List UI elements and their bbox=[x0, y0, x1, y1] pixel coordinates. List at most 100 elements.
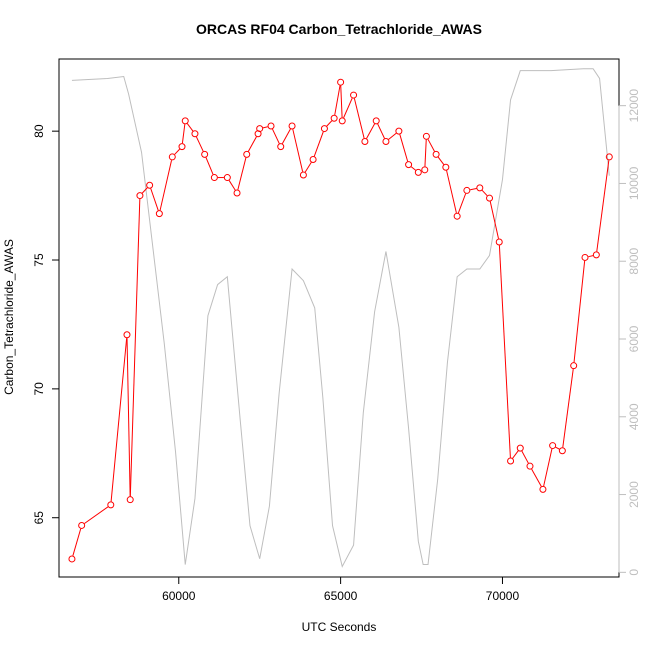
primary-series-segment bbox=[543, 448, 553, 487]
data-point bbox=[605, 153, 613, 161]
primary-series-segment bbox=[424, 139, 427, 167]
primary-series-segment bbox=[446, 170, 457, 214]
data-point bbox=[453, 212, 461, 220]
data-point bbox=[256, 125, 264, 133]
primary-series bbox=[68, 78, 613, 563]
primary-series-segment bbox=[388, 132, 397, 140]
primary-series-segment bbox=[399, 134, 409, 162]
y2-tick-label: 4000 bbox=[627, 403, 641, 430]
primary-series-segment bbox=[521, 450, 529, 464]
primary-series-segment bbox=[281, 128, 291, 144]
primary-series-segment bbox=[237, 157, 247, 190]
data-point bbox=[382, 137, 390, 145]
data-point bbox=[191, 130, 199, 138]
data-point bbox=[495, 238, 503, 246]
data-point bbox=[570, 362, 578, 370]
data-point bbox=[337, 78, 345, 86]
primary-series-segment bbox=[292, 129, 304, 172]
primary-series-segment bbox=[110, 338, 128, 502]
primary-series-segment bbox=[304, 162, 312, 173]
data-point bbox=[372, 117, 380, 125]
data-point bbox=[320, 125, 328, 133]
x-axis: 60000 65000 70000 bbox=[162, 576, 520, 603]
x-tick-label: 70000 bbox=[486, 589, 520, 603]
primary-series-segment bbox=[457, 193, 467, 214]
data-point bbox=[581, 253, 589, 261]
primary-series-segment bbox=[498, 245, 511, 458]
y2-tick-label: 6000 bbox=[627, 325, 641, 352]
data-point bbox=[78, 521, 86, 529]
primary-series-segment bbox=[512, 450, 519, 459]
data-point bbox=[350, 91, 358, 99]
x-axis-label: UTC Seconds bbox=[302, 620, 377, 634]
data-point bbox=[330, 114, 338, 122]
data-point bbox=[309, 156, 317, 164]
data-point bbox=[549, 442, 557, 450]
data-point bbox=[516, 444, 524, 452]
primary-series-segment bbox=[470, 188, 477, 191]
data-point bbox=[201, 150, 209, 158]
primary-series-segment bbox=[343, 97, 353, 118]
data-point bbox=[476, 184, 484, 192]
primary-series-segment bbox=[481, 189, 488, 197]
data-point bbox=[526, 462, 534, 470]
secondary-series-line bbox=[71, 68, 610, 568]
y-tick-label: 80 bbox=[32, 124, 46, 138]
primary-series-segment bbox=[377, 123, 385, 139]
primary-series-segment bbox=[150, 188, 159, 211]
primary-series-segment bbox=[588, 255, 594, 258]
primary-series-segment bbox=[427, 139, 435, 152]
primary-series-segment bbox=[181, 124, 186, 144]
y2-tick-label: 8000 bbox=[627, 248, 641, 275]
data-point bbox=[126, 496, 134, 504]
y-axis-label: Carbon_Tetrachloride_AWAS bbox=[2, 239, 16, 395]
primary-series-segment bbox=[437, 156, 445, 165]
primary-series-segment bbox=[366, 123, 376, 139]
data-point bbox=[463, 186, 471, 194]
data-point bbox=[539, 485, 547, 493]
primary-series-segment bbox=[141, 187, 148, 194]
primary-series-segment bbox=[159, 160, 173, 211]
data-point bbox=[422, 132, 430, 140]
data-point bbox=[299, 171, 307, 179]
primary-series-segment bbox=[555, 446, 560, 450]
primary-series-segment bbox=[340, 85, 343, 118]
data-point bbox=[421, 166, 429, 174]
data-point bbox=[592, 251, 600, 259]
data-point bbox=[405, 161, 413, 169]
primary-series-segment bbox=[174, 148, 181, 155]
primary-series-segment bbox=[596, 160, 610, 252]
y2-tick-label: 12000 bbox=[627, 89, 641, 123]
y2-tick-label: 2000 bbox=[627, 481, 641, 508]
data-point bbox=[178, 143, 186, 151]
data-point bbox=[414, 168, 422, 176]
data-point bbox=[277, 143, 285, 151]
primary-series-segment bbox=[410, 166, 416, 171]
primary-series-segment bbox=[126, 338, 131, 497]
data-point bbox=[442, 163, 450, 171]
data-point bbox=[395, 127, 403, 135]
data-point bbox=[243, 150, 251, 158]
primary-series-segment bbox=[489, 201, 499, 239]
data-point bbox=[223, 174, 231, 182]
primary-series-segment bbox=[205, 157, 214, 175]
primary-series-segment bbox=[186, 123, 194, 132]
data-point bbox=[361, 137, 369, 145]
primary-series-segment bbox=[262, 126, 268, 129]
primary-series-segment bbox=[195, 136, 204, 152]
data-point bbox=[68, 555, 76, 563]
primary-series-segment bbox=[353, 98, 365, 139]
secondary-series bbox=[71, 68, 610, 568]
data-point bbox=[146, 181, 154, 189]
data-point bbox=[288, 122, 296, 130]
x-tick-label: 65000 bbox=[324, 589, 358, 603]
primary-series-segment bbox=[272, 128, 280, 144]
data-point bbox=[181, 117, 189, 125]
primary-series-segment bbox=[84, 506, 109, 524]
data-point bbox=[558, 447, 566, 455]
primary-series-segment bbox=[72, 528, 82, 556]
data-point bbox=[233, 189, 241, 197]
primary-series-segment bbox=[326, 120, 333, 127]
